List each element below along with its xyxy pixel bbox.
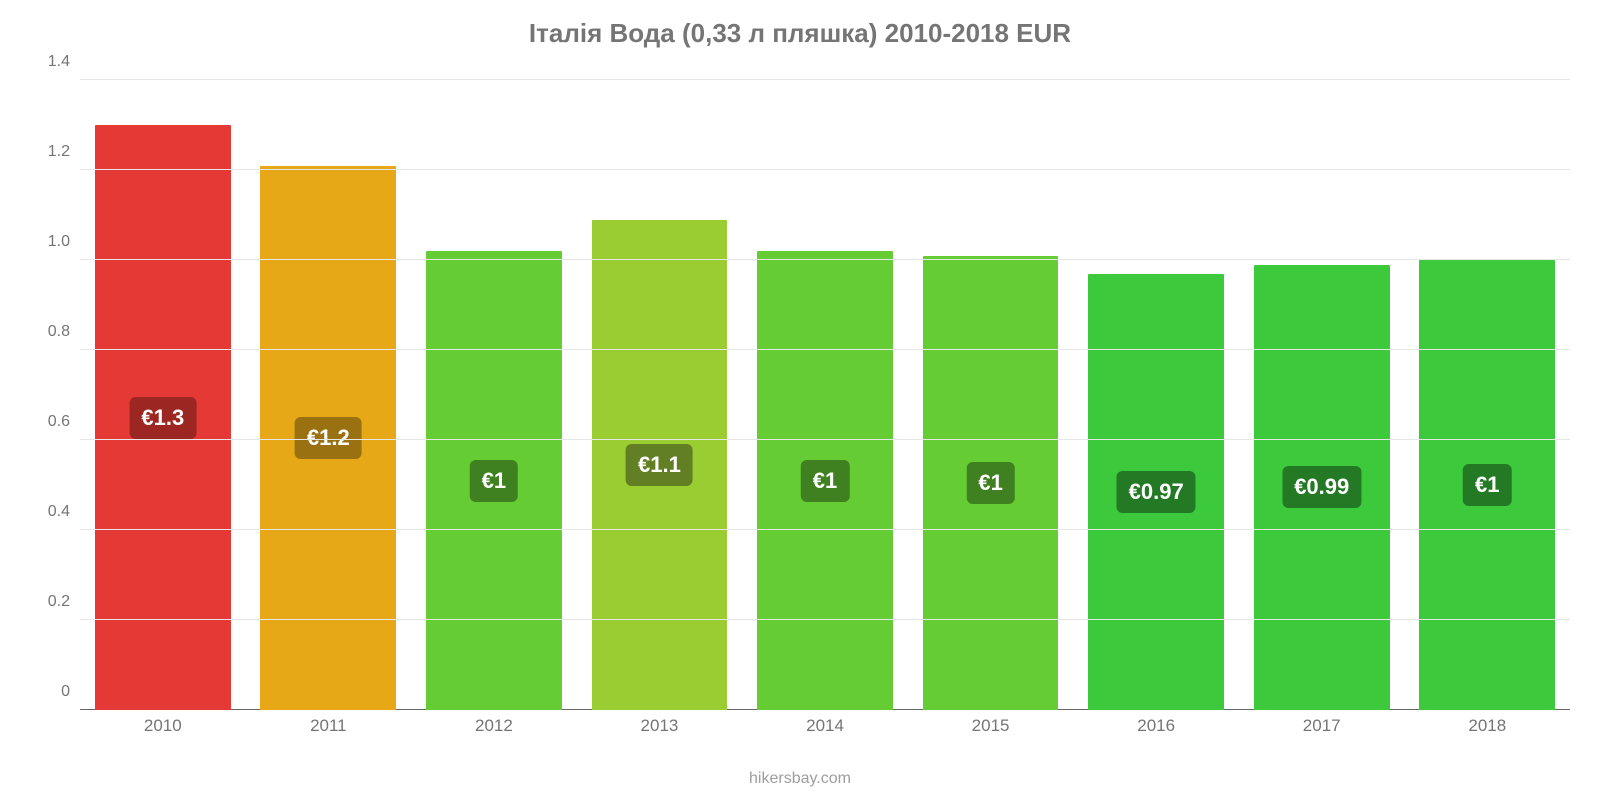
y-tick-label: 1.0	[30, 233, 70, 251]
bar-slot: €1.1	[577, 80, 743, 710]
plot-area: €1.3€1.2€1€1.1€1€1€0.97€0.99€1 00.20.40.…	[80, 80, 1570, 710]
attribution-text: hikersbay.com	[0, 770, 1600, 788]
bar: €1	[923, 256, 1059, 711]
bar: €1.3	[95, 125, 231, 710]
bar: €0.97	[1088, 274, 1224, 711]
grid-line	[80, 529, 1570, 530]
x-tick-label: 2010	[80, 716, 246, 736]
bar-value-label: €0.99	[1282, 466, 1361, 508]
bar-slot: €1.2	[246, 80, 412, 710]
bar-value-label: €1	[470, 460, 518, 502]
x-tick-label: 2018	[1405, 716, 1571, 736]
bar-slot: €0.99	[1239, 80, 1405, 710]
y-tick-label: 0.6	[30, 413, 70, 431]
bar-slot: €1	[411, 80, 577, 710]
bar-value-label: €1	[966, 462, 1014, 504]
bars-group: €1.3 €1.2 €1 €1.1 €1 €1 €0.97 €0.99 €1	[80, 80, 1570, 710]
bar-value-label: €0.97	[1117, 471, 1196, 513]
bar-value-label: €1.2	[295, 417, 362, 459]
grid-line	[80, 259, 1570, 260]
x-tick-label: 2015	[908, 716, 1074, 736]
grid-line	[80, 439, 1570, 440]
grid-line	[80, 79, 1570, 80]
y-tick-label: 0.8	[30, 323, 70, 341]
bar-slot: €1	[1405, 80, 1571, 710]
y-tick-label: 0.4	[30, 503, 70, 521]
x-axis-labels: 201020112012201320142015201620172018	[80, 716, 1570, 736]
x-tick-label: 2012	[411, 716, 577, 736]
grid-line	[80, 349, 1570, 350]
bar: €1	[757, 251, 893, 710]
bar-value-label: €1	[801, 460, 849, 502]
bar: €0.99	[1254, 265, 1390, 711]
y-tick-label: 1.4	[30, 53, 70, 71]
bar-slot: €1.3	[80, 80, 246, 710]
x-tick-label: 2016	[1073, 716, 1239, 736]
y-tick-label: 0	[30, 683, 70, 701]
bar-value-label: €1.1	[626, 444, 693, 486]
chart-container: Італія Вода (0,33 л пляшка) 2010-2018 EU…	[0, 0, 1600, 800]
bar: €1.1	[592, 220, 728, 710]
bar-slot: €1	[908, 80, 1074, 710]
x-tick-label: 2011	[246, 716, 412, 736]
bar-value-label: €1	[1463, 464, 1511, 506]
bar: €1.2	[260, 166, 396, 711]
grid-line	[80, 169, 1570, 170]
x-tick-label: 2017	[1239, 716, 1405, 736]
bar-slot: €0.97	[1073, 80, 1239, 710]
x-tick-label: 2014	[742, 716, 908, 736]
grid-line	[80, 619, 1570, 620]
bar-value-label: €1.3	[129, 397, 196, 439]
y-tick-label: 1.2	[30, 143, 70, 161]
x-tick-label: 2013	[577, 716, 743, 736]
chart-title: Італія Вода (0,33 л пляшка) 2010-2018 EU…	[0, 18, 1600, 49]
bar: €1	[1419, 260, 1555, 710]
bar: €1	[426, 251, 562, 710]
bar-slot: €1	[742, 80, 908, 710]
y-tick-label: 0.2	[30, 593, 70, 611]
